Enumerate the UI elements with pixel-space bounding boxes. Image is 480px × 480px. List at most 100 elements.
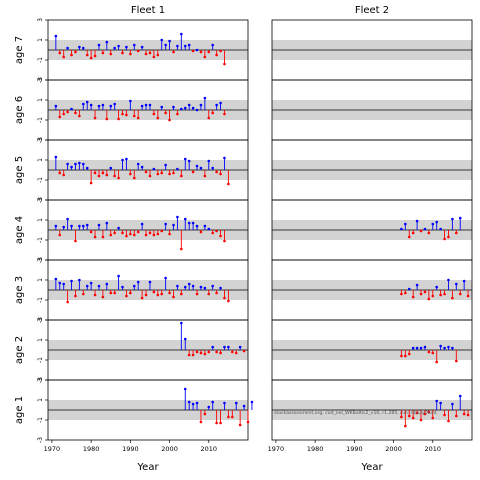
residual-point [246,420,250,424]
residual-point [447,278,450,282]
fleet-header-1: Fleet 1 [131,5,165,16]
panel-frame [271,379,473,441]
row-label-age-4: age 4 [14,216,25,244]
y-tick-label: 1 [37,98,44,102]
residual-point [132,284,136,288]
residual-point [168,232,171,236]
residual-point [223,345,226,349]
residual-point [81,224,85,228]
residual-point [129,291,132,295]
residual-point [97,104,101,108]
residual-point [109,291,113,295]
residual-point [85,223,89,227]
y-tick-label: 1 [37,38,44,42]
residual-point [215,421,218,425]
x-tick-label: 1970 [44,445,61,453]
residual-point [93,54,97,58]
residual-point [195,224,199,228]
residual-point [70,107,73,111]
residual-point [404,424,407,428]
residual-point [451,296,454,300]
residual-point [458,216,462,220]
row-label-age-6: age 6 [14,96,25,124]
residual-point [431,222,435,226]
residual-point [419,418,423,422]
y-tick-label: -1 [37,297,44,303]
residual-point [152,290,156,294]
residual-point [234,351,238,355]
residual-point [223,239,226,243]
residual-point [195,108,199,112]
residual-point [455,231,458,235]
residual-point [101,295,105,299]
residual-point [152,233,156,237]
residual-point [156,53,160,57]
residual-point [411,231,415,235]
residual-point [113,46,116,50]
x-tick-label: 2010 [201,445,218,453]
residual-point [431,351,435,355]
residual-point [160,171,164,175]
residual-point [117,176,120,180]
residual-point [423,227,427,231]
residual-point [97,43,101,47]
residual-point [78,161,81,165]
residual-point [431,416,435,420]
residual-point [203,352,207,356]
residual-point [187,221,191,225]
residual-point [129,99,132,103]
residual-point [435,220,439,224]
x-tick-label: 2010 [425,445,442,453]
residual-point [97,284,101,288]
y-tick-label: -3 [37,137,44,143]
residual-point [207,350,211,354]
residual-point [125,113,128,117]
residual-point [70,279,73,283]
residual-point [129,52,132,56]
residual-point [187,400,191,404]
residual-point [231,415,234,419]
residual-point [93,293,97,297]
residual-point [427,231,431,235]
residual-point [207,50,211,54]
residual-point [435,285,439,289]
x-tick-label: 1970 [268,445,285,453]
residual-point [191,353,195,357]
series-fleet2-age-3 [400,278,470,301]
residual-point [458,292,462,296]
residual-point [400,354,403,358]
y-tick-label: 1 [37,398,44,402]
residual-point [70,53,73,57]
residual-point [238,423,242,427]
residual-point [180,247,183,251]
y-tick-label: 1 [37,158,44,162]
residual-point [113,231,116,235]
residual-point [148,174,152,178]
residual-point [160,229,164,233]
residual-point [447,235,450,239]
residual-point [109,233,113,237]
residual-point [183,337,187,341]
residual-point [207,292,211,296]
residual-point [105,40,109,44]
residual-point [427,410,431,414]
residual-point [219,101,222,105]
residual-point [191,221,195,225]
residual-point [462,412,466,416]
y-tick-label: -1 [37,57,44,63]
residual-point [223,62,226,66]
y-tick-label: 3 [37,258,44,262]
residual-point [207,227,211,231]
residual-point [443,346,446,350]
residual-point [207,405,211,409]
residual-point [183,44,187,48]
residual-point [215,53,218,57]
y-tick-label: -1 [37,177,44,183]
residual-point [419,346,423,350]
residual-point [164,111,167,115]
residual-point [93,171,97,175]
residual-point [132,233,136,237]
residual-point [78,224,81,228]
residual-point [168,291,171,295]
residual-point [74,239,77,243]
